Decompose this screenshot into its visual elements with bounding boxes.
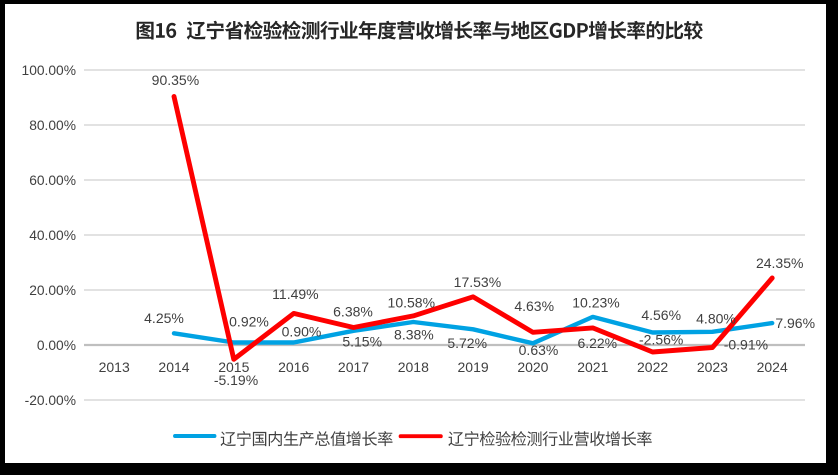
svg-text:8.38%: 8.38%: [394, 327, 434, 343]
svg-text:20.00%: 20.00%: [29, 283, 76, 298]
svg-text:-5.19%: -5.19%: [214, 372, 258, 388]
svg-text:-20.00%: -20.00%: [25, 393, 76, 408]
svg-text:-0.91%: -0.91%: [724, 337, 768, 353]
svg-text:2024: 2024: [757, 359, 788, 375]
svg-text:2016: 2016: [278, 359, 309, 375]
svg-text:2013: 2013: [99, 359, 130, 375]
svg-text:5.15%: 5.15%: [342, 334, 382, 350]
svg-text:80.00%: 80.00%: [29, 118, 76, 133]
svg-text:2017: 2017: [338, 359, 369, 375]
svg-text:0.00%: 0.00%: [37, 338, 76, 353]
svg-text:0.92%: 0.92%: [229, 314, 269, 330]
svg-text:24.35%: 24.35%: [756, 255, 803, 271]
svg-text:-2.56%: -2.56%: [639, 332, 683, 348]
svg-text:6.38%: 6.38%: [333, 304, 373, 320]
svg-text:4.80%: 4.80%: [696, 311, 736, 327]
svg-text:90.35%: 90.35%: [152, 72, 199, 88]
svg-text:4.56%: 4.56%: [641, 307, 681, 323]
svg-text:40.00%: 40.00%: [29, 228, 76, 243]
svg-text:2021: 2021: [577, 359, 608, 375]
svg-text:60.00%: 60.00%: [29, 173, 76, 188]
svg-text:5.72%: 5.72%: [447, 335, 487, 351]
svg-text:2022: 2022: [637, 359, 668, 375]
svg-text:10.23%: 10.23%: [572, 295, 619, 311]
svg-text:100.00%: 100.00%: [22, 63, 76, 78]
svg-text:6.22%: 6.22%: [577, 335, 617, 351]
svg-text:7.96%: 7.96%: [775, 315, 815, 331]
svg-text:17.53%: 17.53%: [454, 274, 501, 290]
svg-text:0.90%: 0.90%: [282, 323, 322, 339]
svg-text:2023: 2023: [697, 359, 728, 375]
svg-text:2020: 2020: [517, 359, 548, 375]
svg-text:11.49%: 11.49%: [272, 286, 318, 302]
svg-text:4.25%: 4.25%: [144, 310, 184, 326]
svg-text:0.63%: 0.63%: [519, 342, 559, 358]
svg-text:4.63%: 4.63%: [514, 298, 554, 314]
svg-text:2018: 2018: [398, 359, 429, 375]
svg-text:2014: 2014: [158, 359, 189, 375]
svg-text:2019: 2019: [458, 359, 489, 375]
svg-text:2015: 2015: [218, 359, 249, 375]
svg-text:10.58%: 10.58%: [388, 295, 435, 311]
